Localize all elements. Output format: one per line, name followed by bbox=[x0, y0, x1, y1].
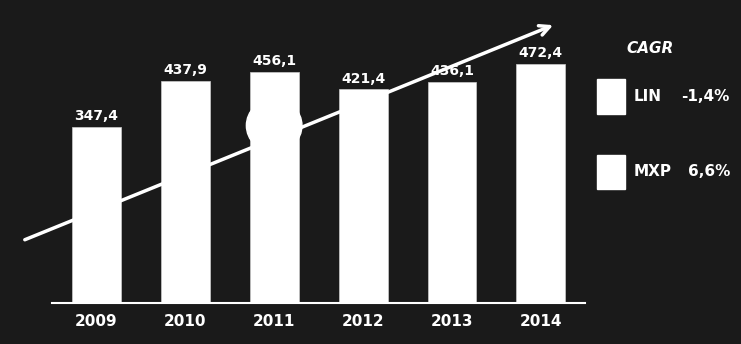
Text: 437,9: 437,9 bbox=[163, 64, 207, 77]
Text: 6,6%: 6,6% bbox=[688, 164, 730, 180]
Bar bbox=[428, 82, 476, 303]
Bar bbox=[250, 72, 299, 303]
Bar bbox=[339, 89, 388, 303]
Bar bbox=[72, 127, 121, 303]
Text: MXP: MXP bbox=[634, 164, 671, 180]
Bar bbox=[516, 64, 565, 303]
Text: 421,4: 421,4 bbox=[341, 72, 385, 86]
Text: 436,1: 436,1 bbox=[430, 64, 474, 78]
Text: CAGR: CAGR bbox=[626, 41, 674, 56]
Text: -1,4%: -1,4% bbox=[682, 89, 730, 104]
Text: 472,4: 472,4 bbox=[519, 46, 563, 60]
Text: 347,4: 347,4 bbox=[74, 109, 119, 123]
Text: 456,1: 456,1 bbox=[252, 54, 296, 68]
Bar bbox=[161, 81, 210, 303]
Text: LIN: LIN bbox=[634, 89, 662, 104]
